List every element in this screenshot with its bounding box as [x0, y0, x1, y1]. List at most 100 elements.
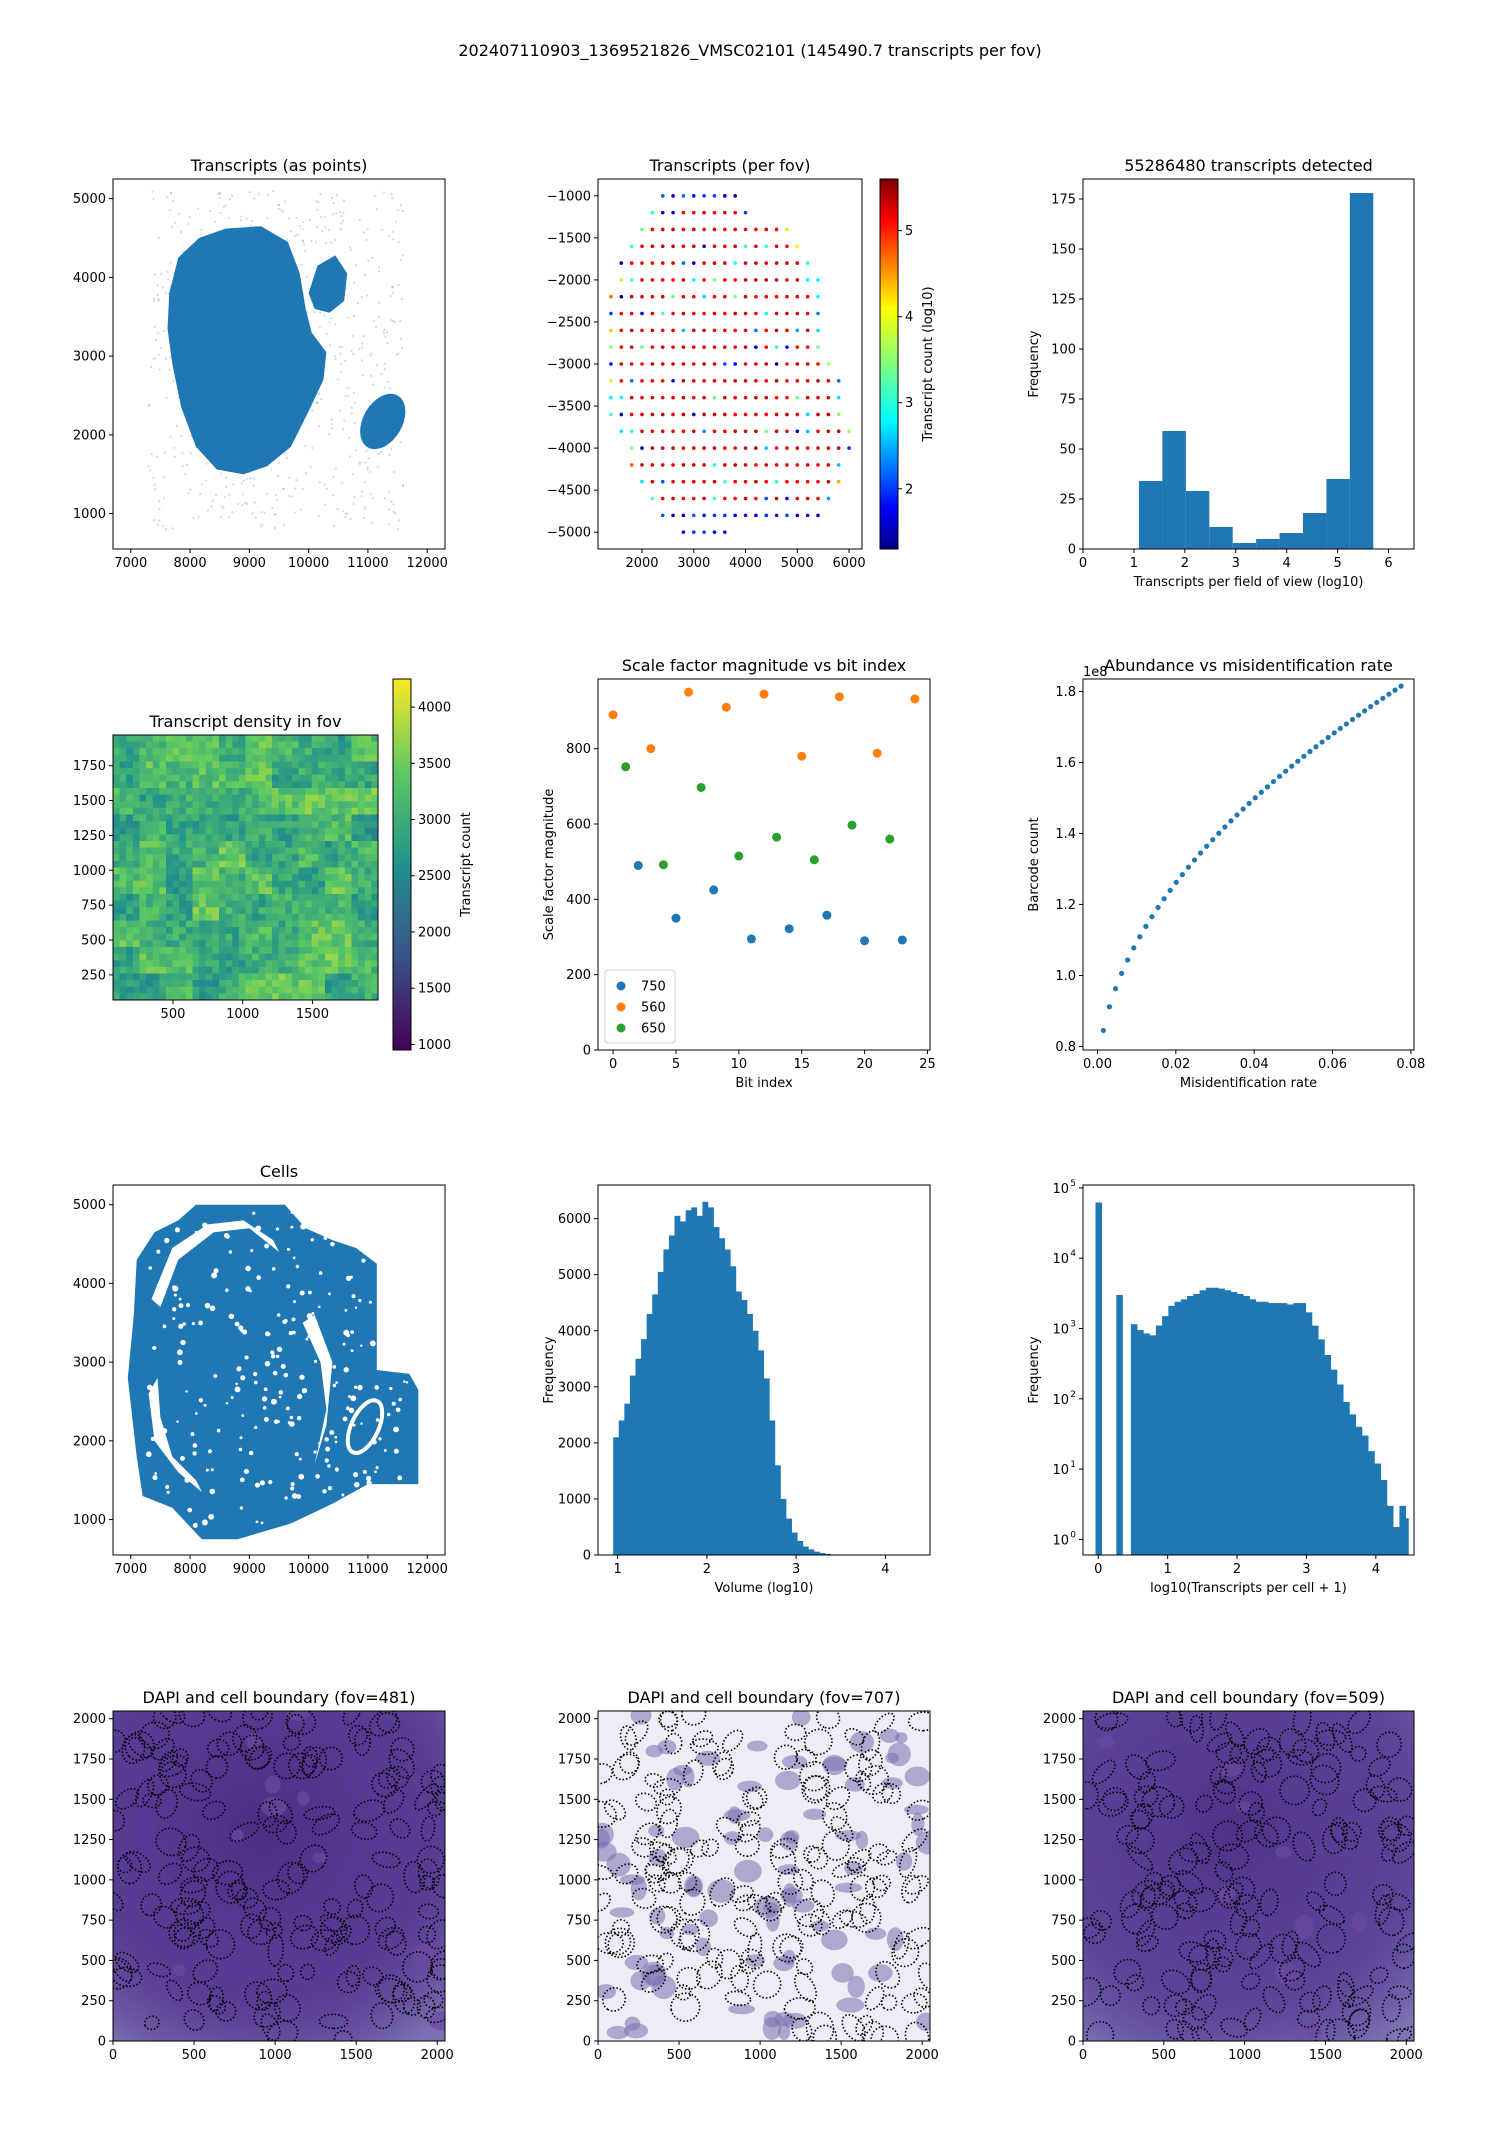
density-cell	[232, 993, 240, 1001]
cell-boundary	[342, 1711, 363, 1726]
density-cell	[265, 774, 273, 782]
density-cell	[113, 774, 121, 782]
sparse-transcript-point	[344, 516, 347, 519]
density-cell	[146, 735, 154, 743]
density-cell	[192, 794, 200, 802]
density-cell	[371, 927, 379, 935]
density-cell	[232, 874, 240, 882]
cell-gap-speck	[328, 1292, 331, 1296]
density-cell	[371, 794, 379, 802]
density-cell	[338, 894, 346, 902]
density-cell	[364, 933, 372, 941]
density-cell	[126, 933, 134, 941]
barcode-point	[1216, 830, 1222, 836]
y-tick-label: 3000	[558, 1380, 591, 1395]
cell-gap-speck	[389, 1386, 393, 1391]
density-cell	[291, 741, 299, 749]
density-cell	[132, 860, 140, 868]
density-cell	[205, 741, 213, 749]
fov-point	[805, 446, 810, 450]
fov-point	[650, 210, 655, 215]
cell-gap-speck	[210, 1468, 214, 1472]
density-cell	[146, 900, 154, 908]
y-tick-label: 0.8	[1055, 1040, 1076, 1055]
fov-point	[691, 194, 696, 198]
cell-boundary	[1314, 2018, 1336, 2041]
density-cell	[232, 973, 240, 981]
density-cell	[119, 814, 127, 822]
density-cell	[298, 973, 306, 981]
density-cell	[258, 880, 266, 888]
density-cell	[305, 741, 313, 749]
x-tick-label: 1000	[744, 2048, 777, 2063]
sparse-transcript-point	[374, 194, 377, 198]
density-cell	[318, 913, 326, 921]
density-cell	[238, 854, 246, 862]
density-cell	[232, 907, 240, 915]
fov-point	[795, 463, 800, 467]
density-cell	[219, 953, 227, 961]
density-cell	[344, 920, 352, 928]
density-cell	[325, 768, 333, 776]
colorbar-tick-label: 3000	[418, 813, 451, 828]
cell-gap-speck	[178, 1303, 184, 1309]
cell-gap-speck	[173, 1293, 177, 1297]
density-cell	[338, 940, 346, 948]
fov-point	[733, 311, 737, 316]
density-cell	[344, 860, 352, 868]
cell-boundary	[282, 1734, 301, 1751]
cell-gap-speck	[334, 1467, 339, 1472]
density-cell	[272, 807, 280, 815]
density-cell	[119, 913, 127, 921]
histogram-bar	[741, 1299, 748, 1555]
density-cell	[265, 966, 273, 974]
density-cell	[364, 993, 372, 1001]
cell-boundary	[247, 1918, 276, 1946]
fov-point	[743, 362, 748, 366]
density-cell	[311, 827, 319, 835]
sparse-transcript-point	[334, 323, 337, 326]
density-cell	[364, 794, 372, 802]
y-tick-label: 1500	[73, 794, 106, 809]
density-cell	[344, 735, 352, 743]
density-cell	[238, 894, 246, 902]
y-tick-label: 1000	[1043, 1873, 1076, 1888]
density-cell	[364, 768, 372, 776]
sparse-transcript-point	[231, 194, 234, 197]
cell-boundary	[230, 1879, 248, 1901]
sparse-transcript-point	[277, 461, 280, 465]
density-cell	[192, 980, 200, 988]
fov-point	[681, 446, 686, 450]
cell-gap-speck	[373, 1242, 380, 1249]
cell-gap-speck	[341, 1493, 345, 1497]
density-cell	[245, 947, 253, 955]
density-cell	[225, 867, 233, 875]
sparse-transcript-point	[288, 476, 291, 479]
density-cell	[291, 913, 299, 921]
fov-point	[743, 429, 748, 434]
density-cell	[258, 821, 266, 829]
x-tick-label: 0.08	[1396, 1057, 1425, 1072]
cell-gap-speck	[344, 1309, 348, 1312]
sparse-transcript-point	[367, 259, 370, 262]
sparse-transcript-point	[388, 453, 391, 456]
density-cell	[238, 953, 246, 961]
scale-factor-point	[709, 885, 719, 895]
density-cell	[126, 807, 134, 815]
cell-boundary	[179, 1880, 207, 1908]
density-cell	[172, 860, 180, 868]
density-cell	[185, 894, 193, 902]
density-cell	[132, 801, 140, 809]
cell-gap-speck	[310, 1238, 315, 1242]
density-cell	[272, 748, 280, 756]
density-cell	[358, 794, 366, 802]
y-tick-label: −1500	[547, 231, 591, 246]
fov-point	[816, 311, 820, 316]
cell-boundary	[377, 1926, 405, 1951]
nucleus-blob	[881, 1777, 903, 1789]
sparse-transcript-point	[324, 225, 327, 228]
sparse-transcript-point	[342, 211, 345, 214]
cell-boundary	[659, 1788, 676, 1806]
sparse-transcript-point	[359, 460, 362, 464]
sparse-transcript-point	[295, 216, 298, 220]
